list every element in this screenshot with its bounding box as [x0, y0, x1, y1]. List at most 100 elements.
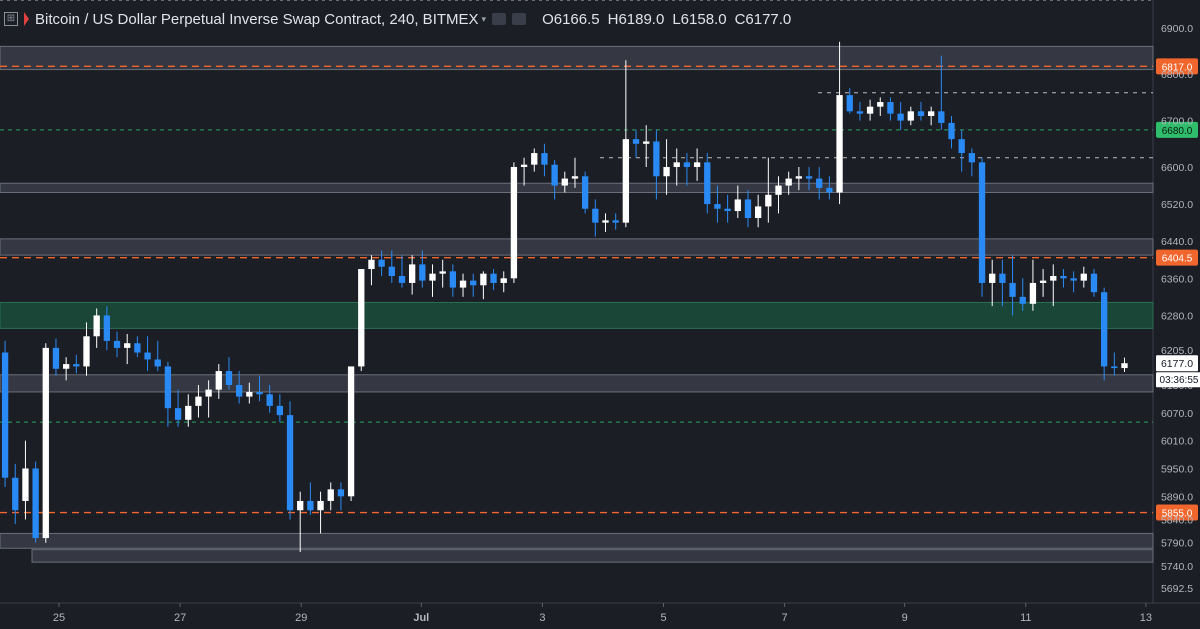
candle-body-21 — [215, 371, 222, 390]
candle-body-91 — [927, 111, 935, 116]
candle-body-22 — [225, 371, 233, 385]
candle-body-11 — [113, 340, 121, 348]
candle-29 — [297, 491, 304, 552]
candle-64 — [653, 129, 660, 200]
candle-body-92 — [938, 111, 945, 123]
candle-66 — [673, 148, 680, 186]
candle-body-71 — [724, 208, 731, 212]
candle-18 — [185, 394, 192, 427]
candle-body-17 — [174, 408, 182, 420]
level-label-bg-1 — [1156, 121, 1198, 138]
candle-body-52 — [531, 153, 538, 165]
candle-body-13 — [134, 343, 141, 353]
candle-21 — [215, 364, 222, 399]
candle-body-101 — [1029, 282, 1037, 304]
candle-79 — [805, 166, 813, 191]
symbol-title[interactable]: Bitcoin / US Dollar Perpetual Inverse Sw… — [35, 10, 479, 28]
compare-icon[interactable] — [512, 13, 527, 25]
candle-72 — [734, 185, 741, 219]
candle-11 — [113, 331, 121, 358]
candle-body-57 — [581, 176, 589, 209]
current-price-bg — [1156, 355, 1198, 372]
y-tick-label-10: 6070.0 — [1161, 408, 1193, 420]
candle-20 — [205, 380, 212, 418]
candle-body-3 — [32, 468, 39, 539]
candle-28 — [286, 401, 294, 520]
ohlc-readout: O6166.5 H6189.0 L6158.0 C6177.0 — [542, 11, 791, 28]
y-tick-label-2: 6700.0 — [1161, 116, 1193, 128]
candle-body-15 — [154, 359, 161, 367]
candle-body-87 — [887, 102, 894, 114]
candle-70 — [714, 185, 721, 223]
candle-body-63 — [643, 141, 650, 144]
candle-22 — [225, 357, 233, 390]
level-label-1: 6680.0 — [1156, 121, 1198, 138]
candle-92 — [938, 55, 945, 130]
candle-68 — [693, 148, 701, 181]
candle-4 — [42, 343, 49, 543]
candle-body-1 — [12, 477, 19, 511]
candle-body-24 — [246, 391, 253, 397]
candle-97 — [989, 259, 996, 307]
candle-body-69 — [704, 162, 711, 205]
candle-body-5 — [52, 347, 60, 369]
level-label-text-3: 5855.0 — [1162, 509, 1193, 520]
level-label-text-2: 6404.5 — [1162, 254, 1193, 265]
candle-body-6 — [62, 364, 70, 369]
candle-19 — [195, 384, 202, 418]
high-value: H6189.0 — [607, 10, 665, 28]
candle-body-32 — [327, 489, 334, 501]
chevron-down-icon[interactable]: ▾ — [481, 13, 487, 24]
candle-108 — [1100, 287, 1108, 381]
candle-body-93 — [948, 122, 955, 140]
candle-67 — [683, 153, 691, 186]
candle-30 — [307, 482, 314, 515]
level-label-3: 5855.0 — [1156, 504, 1198, 521]
candle-body-42 — [429, 273, 436, 281]
candle-56 — [571, 157, 579, 188]
candle-3 — [32, 461, 39, 543]
candle-60 — [612, 213, 619, 230]
candle-23 — [235, 371, 243, 404]
candle-91 — [927, 106, 935, 126]
candle-14 — [144, 336, 151, 372]
current-price-marker: 6177.0 03:36:55 — [1156, 355, 1200, 388]
settings-icon[interactable] — [492, 13, 507, 25]
candle-57 — [581, 171, 589, 214]
candle-27 — [276, 394, 284, 423]
candle-body-46 — [470, 280, 477, 286]
expand-icon[interactable]: ⊞ — [4, 12, 18, 26]
y-tick-label-16: 5740.0 — [1161, 561, 1193, 573]
candle-104 — [1060, 269, 1067, 288]
candle-body-97 — [989, 273, 996, 283]
candle-93 — [948, 115, 955, 149]
x-tick-label-3: Jul — [413, 612, 429, 624]
candle-body-47 — [480, 273, 487, 286]
candle-84 — [856, 102, 864, 121]
candle-15 — [154, 340, 161, 372]
candle-50 — [510, 162, 518, 283]
candle-body-98 — [999, 273, 1006, 283]
candle-body-68 — [693, 162, 701, 167]
candle-2 — [22, 440, 29, 520]
candle-106 — [1080, 266, 1087, 288]
close-value: C6177.0 — [734, 10, 792, 28]
candle-body-94 — [958, 139, 965, 154]
candle-96 — [978, 157, 986, 297]
candle-105 — [1070, 271, 1077, 293]
level-label-2: 6404.5 — [1156, 249, 1198, 266]
candle-62 — [632, 129, 640, 158]
candle-90 — [917, 102, 925, 121]
candle-45 — [459, 273, 467, 297]
candle-body-82 — [836, 95, 843, 193]
open-value: O6166.5 — [542, 10, 600, 28]
candle-17 — [174, 389, 182, 427]
candle-body-66 — [673, 162, 680, 167]
y-tick-label-3: 6600.0 — [1161, 162, 1193, 174]
candle-71 — [724, 194, 731, 223]
candle-body-106 — [1080, 273, 1087, 281]
candle-75 — [765, 157, 772, 223]
x-tick-label-8: 11 — [1020, 612, 1031, 624]
